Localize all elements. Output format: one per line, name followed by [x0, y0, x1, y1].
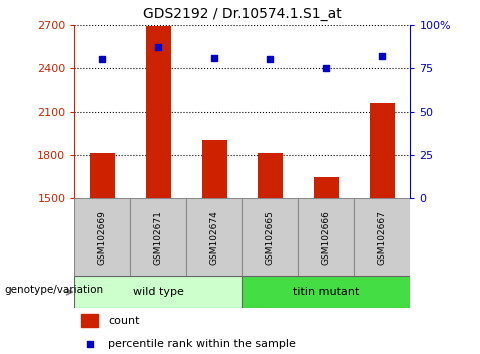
FancyBboxPatch shape	[131, 198, 186, 276]
Text: GSM102665: GSM102665	[266, 210, 275, 265]
Text: GSM102671: GSM102671	[154, 210, 163, 265]
Text: count: count	[108, 316, 140, 326]
FancyBboxPatch shape	[74, 198, 131, 276]
FancyBboxPatch shape	[74, 276, 242, 308]
Text: GSM102666: GSM102666	[322, 210, 331, 265]
Title: GDS2192 / Dr.10574.1.S1_at: GDS2192 / Dr.10574.1.S1_at	[143, 7, 342, 21]
Bar	[90, 153, 115, 198]
Point	[155, 45, 162, 50]
Text: GSM102674: GSM102674	[210, 210, 219, 264]
Point	[323, 65, 330, 71]
Point	[86, 341, 94, 347]
Text: percentile rank within the sample: percentile rank within the sample	[108, 339, 296, 349]
Text: genotype/variation: genotype/variation	[5, 285, 104, 295]
Bar	[314, 177, 339, 198]
Bar	[258, 153, 283, 198]
Text: GSM102669: GSM102669	[98, 210, 107, 265]
FancyBboxPatch shape	[354, 198, 410, 276]
Bar	[146, 26, 171, 198]
FancyBboxPatch shape	[299, 198, 354, 276]
Text: GSM102667: GSM102667	[378, 210, 387, 265]
Text: wild type: wild type	[133, 287, 184, 297]
Point	[98, 57, 106, 62]
Bar	[202, 141, 227, 198]
Point	[379, 53, 386, 59]
Text: titin mutant: titin mutant	[293, 287, 360, 297]
Point	[266, 57, 274, 62]
FancyBboxPatch shape	[242, 198, 299, 276]
Bar	[81, 314, 98, 327]
Bar	[370, 103, 395, 198]
FancyBboxPatch shape	[242, 276, 410, 308]
FancyBboxPatch shape	[186, 198, 242, 276]
Point	[211, 55, 218, 61]
